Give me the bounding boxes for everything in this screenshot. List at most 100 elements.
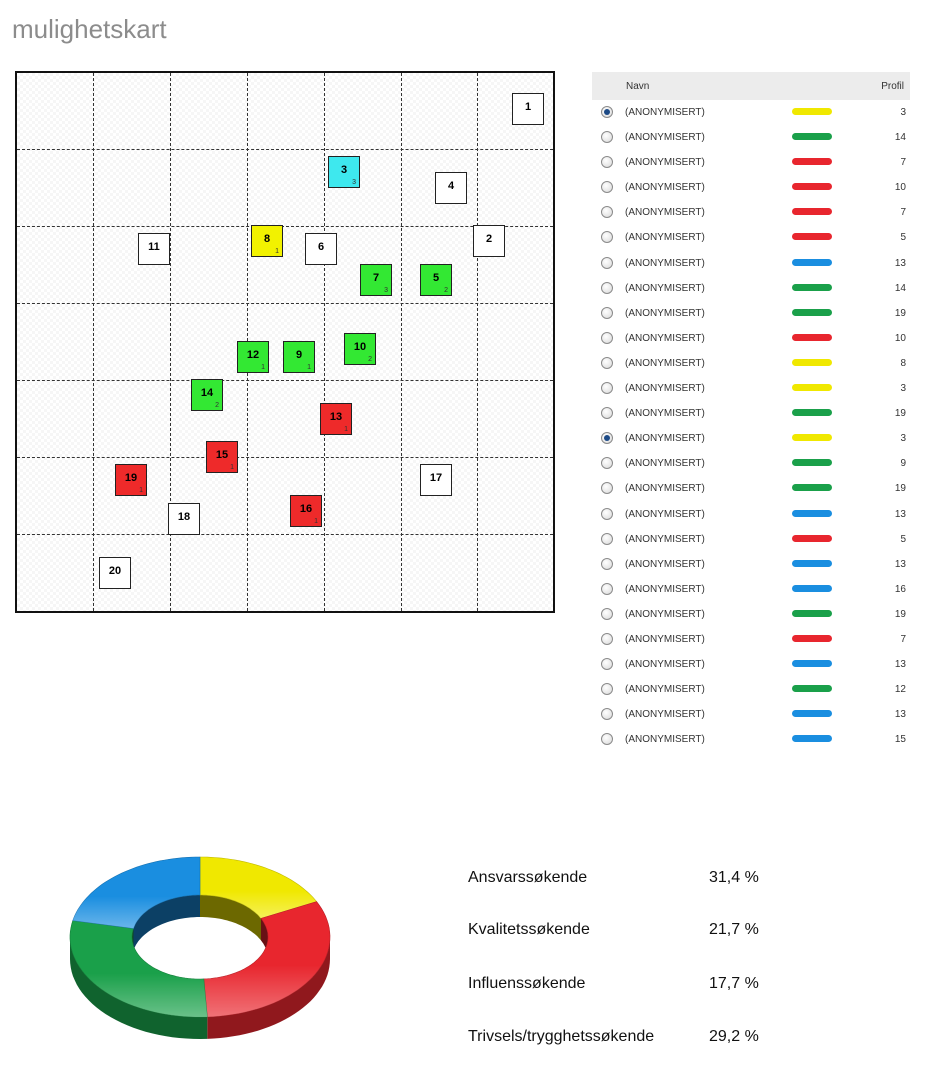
list-row[interactable]: (ANONYMISERT) 13: [592, 502, 910, 527]
list-row[interactable]: (ANONYMISERT) 12: [592, 677, 910, 702]
select-radio[interactable]: [601, 382, 613, 395]
profile-color-bar: [792, 283, 832, 291]
list-row[interactable]: (ANONYMISERT) 15: [592, 727, 910, 752]
select-radio[interactable]: [601, 482, 613, 495]
profile-color-bar: [792, 258, 832, 266]
donut-slices: [69, 856, 331, 1018]
column-header-name: Navn: [626, 81, 650, 92]
list-row[interactable]: (ANONYMISERT) 13: [592, 702, 910, 727]
list-row[interactable]: (ANONYMISERT) 7: [592, 200, 910, 225]
list-row[interactable]: (ANONYMISERT) 14: [592, 125, 910, 150]
select-radio[interactable]: [601, 532, 613, 545]
select-radio[interactable]: [601, 331, 613, 344]
map-box[interactable]: 15 1: [206, 441, 238, 473]
select-radio[interactable]: [601, 708, 613, 721]
box-number: 1: [524, 101, 532, 113]
grid-line: [477, 73, 478, 611]
list-row[interactable]: (ANONYMISERT) 8: [592, 351, 910, 376]
select-radio[interactable]: [601, 432, 613, 445]
select-radio[interactable]: [601, 457, 613, 470]
select-radio[interactable]: [601, 557, 613, 570]
map-box[interactable]: 17: [420, 464, 452, 496]
box-number: 12: [246, 349, 260, 361]
map-box[interactable]: 12 1: [237, 341, 269, 373]
map-box[interactable]: 2: [473, 225, 505, 257]
map-box[interactable]: 11: [138, 233, 170, 265]
map-box[interactable]: 13 1: [320, 403, 352, 435]
person-name: (ANONYMISERT): [625, 734, 705, 746]
select-radio[interactable]: [601, 281, 613, 294]
map-box[interactable]: 18: [168, 503, 200, 535]
select-radio[interactable]: [601, 407, 613, 420]
list-row[interactable]: (ANONYMISERT) 19: [592, 301, 910, 326]
box-count: 2: [368, 356, 372, 363]
profile-color-bar: [792, 384, 832, 392]
select-radio[interactable]: [601, 607, 613, 620]
list-row[interactable]: (ANONYMISERT) 16: [592, 577, 910, 602]
box-count: 1: [261, 364, 265, 371]
list-row[interactable]: (ANONYMISERT) 7: [592, 150, 910, 175]
select-radio[interactable]: [601, 156, 613, 169]
list-row[interactable]: (ANONYMISERT) 14: [592, 276, 910, 301]
select-radio[interactable]: [601, 582, 613, 595]
select-radio[interactable]: [601, 256, 613, 269]
select-radio[interactable]: [601, 683, 613, 696]
grid-line: [401, 73, 402, 611]
profile-color-bar: [792, 609, 832, 617]
list-row[interactable]: (ANONYMISERT) 13: [592, 652, 910, 677]
select-radio[interactable]: [601, 131, 613, 144]
select-radio[interactable]: [601, 632, 613, 645]
select-radio[interactable]: [601, 206, 613, 219]
map-box[interactable]: 4: [435, 172, 467, 204]
list-row[interactable]: (ANONYMISERT) 10: [592, 326, 910, 351]
list-row[interactable]: (ANONYMISERT) 3: [592, 426, 910, 451]
map-box[interactable]: 10 2: [344, 333, 376, 365]
list-row[interactable]: (ANONYMISERT) 3: [592, 376, 910, 401]
select-radio[interactable]: [601, 733, 613, 746]
box-number: 4: [447, 180, 455, 192]
map-box[interactable]: 14 2: [191, 379, 223, 411]
list-row[interactable]: (ANONYMISERT) 9: [592, 451, 910, 476]
map-box[interactable]: 16 1: [290, 495, 322, 527]
list-row[interactable]: (ANONYMISERT) 19: [592, 401, 910, 426]
select-radio[interactable]: [601, 356, 613, 369]
list-row[interactable]: (ANONYMISERT) 5: [592, 527, 910, 552]
person-name: (ANONYMISERT): [625, 583, 705, 595]
map-box[interactable]: 6: [305, 233, 337, 265]
box-count: 2: [444, 287, 448, 294]
map-box[interactable]: 1: [512, 93, 544, 125]
select-radio[interactable]: [601, 658, 613, 671]
donut-gloss: [200, 857, 317, 919]
select-radio[interactable]: [601, 181, 613, 194]
profile-number: 16: [894, 583, 906, 595]
select-radio[interactable]: [601, 507, 613, 520]
list-row[interactable]: (ANONYMISERT) 13: [592, 251, 910, 276]
box-count: 2: [215, 402, 219, 409]
select-radio[interactable]: [601, 306, 613, 319]
map-box[interactable]: 20: [99, 557, 131, 589]
person-name: (ANONYMISERT): [625, 684, 705, 696]
list-row[interactable]: (ANONYMISERT) 19: [592, 476, 910, 501]
person-name: (ANONYMISERT): [625, 307, 705, 319]
person-name: (ANONYMISERT): [625, 483, 705, 495]
list-row[interactable]: (ANONYMISERT) 5: [592, 225, 910, 250]
list-row[interactable]: (ANONYMISERT) 13: [592, 552, 910, 577]
box-number: 10: [353, 341, 367, 353]
box-count: 3: [352, 179, 356, 186]
list-row[interactable]: (ANONYMISERT) 3: [592, 100, 910, 125]
list-row[interactable]: (ANONYMISERT) 7: [592, 627, 910, 652]
summary-label-influens: Influenssøkende: [468, 975, 586, 992]
grid-line: [17, 457, 553, 458]
list-row[interactable]: (ANONYMISERT) 19: [592, 602, 910, 627]
profile-color-bar: [792, 685, 832, 693]
select-radio[interactable]: [601, 231, 613, 244]
list-row[interactable]: (ANONYMISERT) 10: [592, 175, 910, 200]
select-radio[interactable]: [601, 106, 613, 118]
box-number: 9: [295, 349, 303, 361]
map-box[interactable]: 19 1: [115, 464, 147, 496]
